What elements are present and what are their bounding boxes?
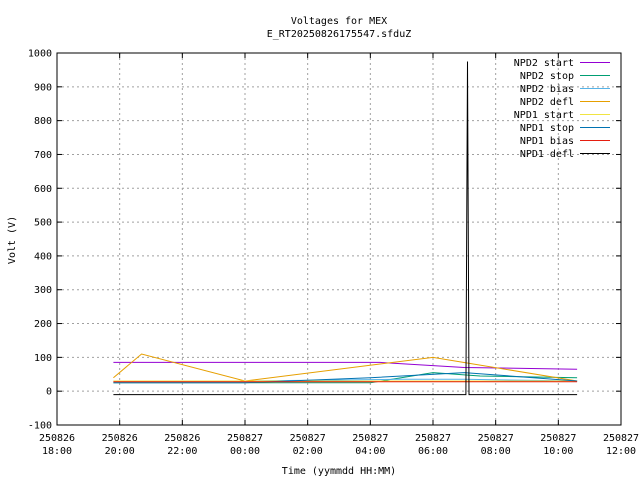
legend-label-npd2-start: NPD2 start (514, 58, 574, 69)
y-tick-label: 500 (34, 218, 52, 229)
x-tick-time: 06:00 (418, 446, 448, 457)
y-axis: -100 0 100 200 300 400 500 600 700 800 900 1000 (28, 49, 621, 432)
x-tick-time: 10:00 (543, 446, 573, 457)
x-tick-date: 250826 (102, 433, 138, 444)
x-tick-time: 18:00 (42, 446, 72, 457)
y-tick-label: 600 (34, 184, 52, 195)
x-tick-time: 02:00 (293, 446, 323, 457)
series-layer (113, 61, 578, 396)
x-tick-date: 250827 (540, 433, 576, 444)
y-tick-label: -100 (28, 421, 52, 432)
y-tick-label: 100 (34, 353, 52, 364)
x-tick-date: 250827 (290, 433, 326, 444)
chart-title: Voltages for MEX (291, 16, 387, 27)
x-tick-date: 250827 (478, 433, 514, 444)
x-axis-label: Time (yymmdd HH:MM) (282, 466, 396, 477)
series-line-npd1-stop (113, 372, 578, 384)
x-tick-time: 22:00 (167, 446, 197, 457)
grid-lines (57, 53, 621, 425)
series-line-npd2-start (113, 361, 578, 370)
y-tick-label: 800 (34, 116, 52, 127)
x-tick-time: 08:00 (481, 446, 511, 457)
x-axis: 250826 18:00 250826 20:00 250826 22:00 250827 0… (39, 53, 639, 457)
x-tick-time: 00:00 (230, 446, 260, 457)
x-tick-date: 250826 (39, 433, 75, 444)
x-tick-time: 20:00 (105, 446, 135, 457)
legend-label-npd1-start: NPD1 start (514, 110, 574, 121)
y-tick-label: 400 (34, 251, 52, 262)
plot-frame (56, 52, 622, 426)
y-tick-label: 0 (46, 387, 52, 398)
y-tick-label: 300 (34, 285, 52, 296)
legend-label-npd2-stop: NPD2 stop (520, 71, 574, 82)
x-tick-date: 250827 (352, 433, 388, 444)
legend-label-npd1-bias: NPD1 bias (520, 136, 574, 147)
x-tick-date: 250827 (227, 433, 263, 444)
legend-label-npd2-bias: NPD2 bias (520, 84, 574, 95)
y-tick-label: 1000 (28, 49, 52, 60)
x-tick-date: 250826 (164, 433, 200, 444)
legend-label-npd1-defl: NPD1 defl (520, 149, 574, 160)
y-axis-label: Volt (V) (7, 216, 18, 264)
y-tick-label: 200 (34, 319, 52, 330)
x-tick-time: 04:00 (355, 446, 385, 457)
legend-label-npd2-defl: NPD2 defl (520, 97, 574, 108)
y-tick-label: 900 (34, 82, 52, 93)
chart-subtitle: E_RT20250826175547.sfduZ (267, 29, 412, 40)
y-tick-label: 700 (34, 150, 52, 161)
x-tick-date: 250827 (603, 433, 639, 444)
legend: NPD2 start NPD2 stop NPD2 bias NPD2 defl NPD… (514, 58, 610, 160)
x-tick-time: 12:00 (606, 446, 636, 457)
x-tick-date: 250827 (415, 433, 451, 444)
legend-label-npd1-stop: NPD1 stop (520, 123, 574, 134)
series-line-npd1-defl (113, 61, 578, 396)
